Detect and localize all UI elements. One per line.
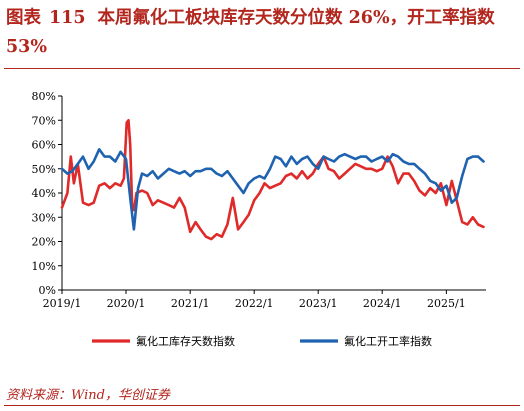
x-tick-label: 2023/1 — [299, 297, 338, 310]
title-rule — [4, 68, 520, 69]
source-note: 资料来源：Wind，华创证券 — [6, 388, 170, 403]
y-tick-label: 40% — [32, 187, 56, 200]
series-line-1 — [60, 148, 485, 231]
y-tick-label: 50% — [32, 163, 56, 176]
chart-legend: 氟化工库存天数指数 氟化工开工率指数 — [92, 334, 432, 348]
x-tick-label: 2025/1 — [427, 297, 466, 310]
series-line-0 — [60, 118, 485, 241]
y-tick-label: 60% — [32, 139, 56, 152]
y-tick-label: 10% — [32, 260, 56, 273]
y-tick-label: 80% — [32, 90, 56, 103]
y-tick-label: 70% — [32, 114, 56, 127]
figure-title: 图表 115 本周氟化工板块库存天数分位数 26%，开工率指数 53% — [6, 4, 518, 62]
x-tick-label: 2022/1 — [235, 297, 274, 310]
chart-axes: 0% 10% 20% 30% 40% 50% 60% 70% 80% 2019/1 2020/1 20… — [32, 90, 486, 310]
y-tick-label: 20% — [32, 236, 56, 249]
x-tick-label: 2024/1 — [363, 297, 402, 310]
x-tick-label: 2019/1 — [43, 297, 82, 310]
y-tick-label: 0% — [39, 284, 56, 297]
figure-title-text: 本周氟化工板块库存天数分位数 26%，开工率指数 53% — [6, 8, 495, 57]
legend-label-0: 氟化工库存天数指数 — [136, 334, 235, 348]
line-chart: 0% 10% 20% 30% 40% 50% 60% 70% 80% 2019/1 2020/1 20… — [32, 90, 486, 348]
series-layer — [60, 118, 485, 241]
bottom-rule — [4, 405, 520, 406]
figure-label: 图表 — [6, 8, 41, 28]
figure-number: 115 — [49, 8, 86, 28]
y-tick-label: 30% — [32, 211, 56, 224]
x-tick-label: 2020/1 — [107, 297, 146, 310]
legend-label-1: 氟化工开工率指数 — [344, 334, 432, 348]
x-tick-label: 2021/1 — [171, 297, 210, 310]
